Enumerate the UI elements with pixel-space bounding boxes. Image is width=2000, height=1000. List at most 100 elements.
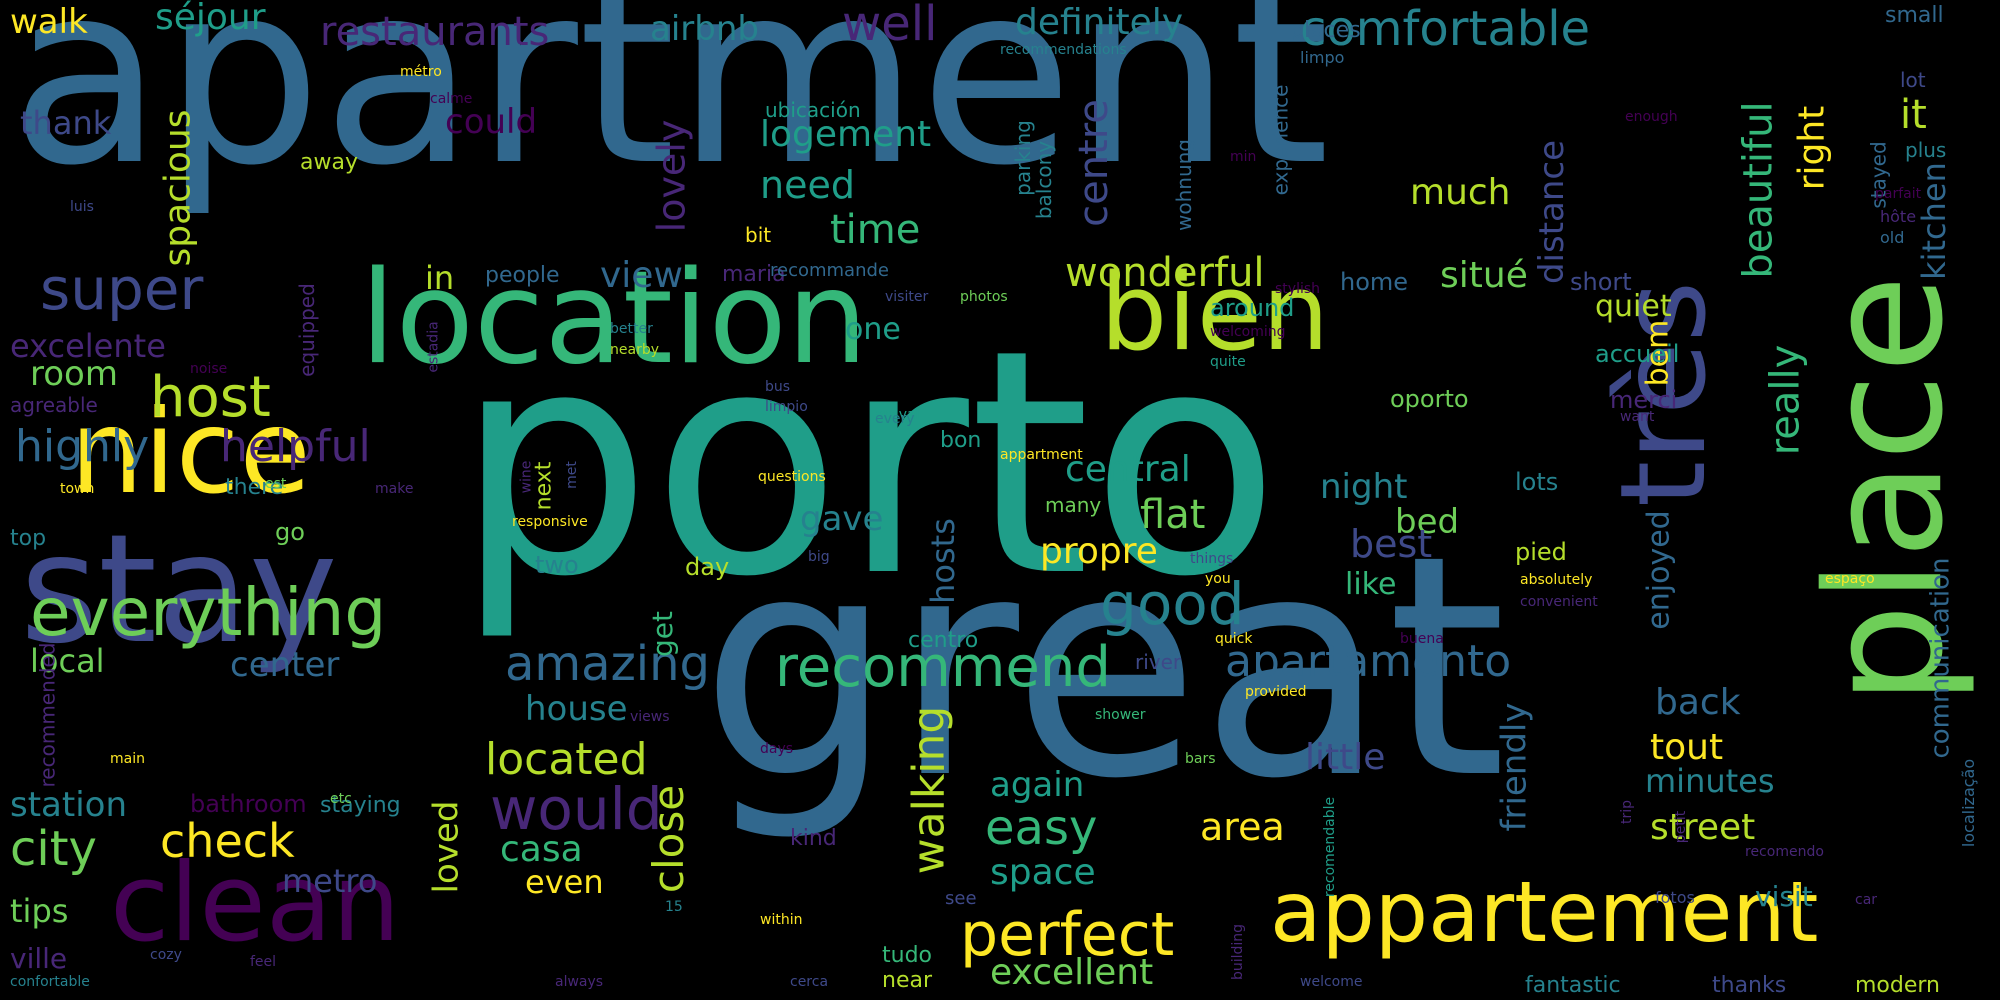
word: pied	[1515, 538, 1567, 566]
word: visiter	[885, 289, 929, 305]
word: small	[1885, 3, 1944, 28]
word: right	[1791, 105, 1833, 191]
word: in	[425, 259, 455, 297]
word: bien	[1100, 251, 1330, 374]
word: area	[1200, 805, 1285, 849]
word: recommendations	[1000, 42, 1127, 58]
word: time	[830, 207, 921, 253]
word: really	[1762, 344, 1809, 456]
word: best	[1350, 522, 1433, 566]
word: people	[485, 263, 560, 288]
word: center	[230, 645, 340, 685]
word: appartement	[1270, 863, 1819, 961]
word: great	[700, 490, 1507, 845]
word: helpful	[220, 421, 371, 472]
word: car	[1855, 892, 1878, 908]
word: bed	[1395, 502, 1460, 542]
word: centro	[908, 628, 979, 653]
word: bars	[1185, 751, 1216, 767]
word: stylish	[1275, 281, 1321, 297]
word: things	[1190, 551, 1234, 567]
word: one	[845, 312, 901, 347]
word: restaurants	[320, 9, 550, 55]
word: bus	[765, 379, 791, 395]
word: fotos	[1655, 888, 1695, 907]
word: away	[300, 150, 358, 175]
word: staying	[320, 793, 401, 818]
word: even	[525, 863, 604, 901]
word: days	[760, 741, 794, 757]
word: excellent	[990, 952, 1154, 993]
word: trip	[1619, 799, 1636, 825]
word: station	[10, 785, 128, 825]
word: building	[1230, 923, 1247, 981]
word: highly	[15, 421, 150, 472]
word: go	[275, 518, 305, 546]
word: met	[563, 461, 580, 489]
word: bit	[745, 223, 772, 247]
word: central	[1065, 449, 1191, 490]
word: there	[225, 475, 284, 500]
word: get	[645, 611, 679, 657]
word: cerca	[790, 974, 829, 990]
word: recommend	[775, 635, 1111, 700]
word: tips	[10, 892, 69, 930]
word: accueil	[1595, 340, 1680, 368]
word: photos	[960, 289, 1008, 305]
word: room	[30, 354, 118, 394]
word: wohnung	[1172, 139, 1196, 231]
word: day	[685, 553, 730, 581]
word: city	[10, 821, 97, 877]
word: house	[525, 689, 628, 729]
word: welcoming	[1210, 324, 1286, 340]
word: calme	[430, 91, 473, 107]
word: views	[630, 709, 670, 725]
word: everything	[30, 574, 387, 651]
word: many	[1045, 493, 1102, 517]
word: lovely	[649, 119, 694, 233]
word: distance	[1532, 139, 1573, 285]
word: provided	[1245, 684, 1307, 700]
word: street	[1650, 807, 1756, 848]
word: nice	[70, 385, 311, 520]
word: two	[535, 551, 579, 579]
word: places	[1290, 18, 1361, 43]
word: propre	[1040, 531, 1158, 572]
word: super	[40, 255, 204, 323]
word: min	[1230, 149, 1257, 165]
word: thank	[20, 104, 112, 142]
word: agreable	[10, 393, 98, 417]
word: oporto	[1390, 385, 1469, 413]
word: kitchen	[1914, 162, 1953, 280]
word: town	[60, 481, 95, 497]
word: merci	[1610, 386, 1678, 414]
word: like	[1345, 567, 1397, 602]
word: metro	[282, 862, 378, 900]
word: stay	[20, 503, 338, 677]
word: wonderful	[1065, 250, 1265, 296]
word: kind	[790, 826, 837, 851]
word: minutes	[1645, 762, 1775, 800]
word: around	[1210, 294, 1295, 322]
word: quick	[1215, 631, 1253, 647]
word: hôte	[1880, 207, 1917, 226]
word: recommande	[770, 260, 889, 281]
word: nearby	[610, 342, 659, 358]
word: cozy	[150, 947, 182, 963]
word: much	[1410, 172, 1511, 213]
word: balcony	[1032, 140, 1057, 220]
word: could	[445, 102, 538, 142]
word: thanks	[1712, 973, 1787, 998]
word: plus	[1905, 138, 1947, 162]
word: better	[610, 321, 653, 337]
word: equipped	[294, 283, 319, 377]
word: bathroom	[190, 790, 307, 818]
word: make	[375, 481, 414, 497]
word: 15	[665, 899, 683, 915]
word: arrival	[875, 407, 920, 423]
word: home	[1340, 268, 1409, 296]
word: beautiful	[1735, 101, 1782, 279]
word: logement	[760, 114, 932, 155]
word: communication	[1925, 557, 1956, 759]
